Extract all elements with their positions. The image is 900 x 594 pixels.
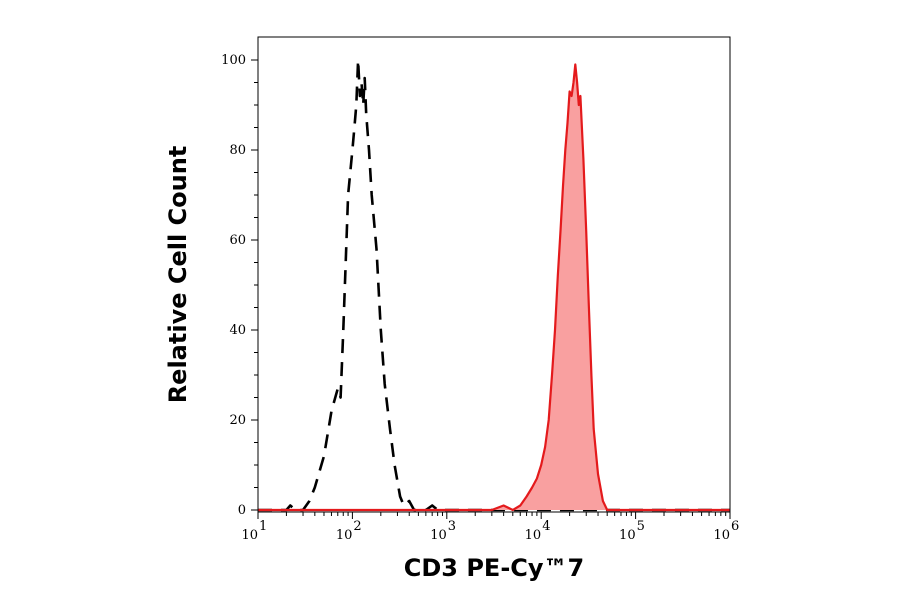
x-tick-exponent: 5 (637, 519, 645, 534)
series-1-line (258, 63, 730, 512)
y-tick-label: 100 (221, 53, 246, 68)
x-tick-label: 10 (430, 528, 447, 543)
x-tick-exponent: 6 (731, 519, 739, 534)
x-tick-label: 10 (241, 528, 258, 543)
y-axis-title: Relative Cell Count (164, 146, 192, 404)
x-tick-label: 10 (336, 528, 353, 543)
y-axis: 0 20 40 60 80 100 (221, 53, 258, 518)
plot-frame (257, 36, 731, 513)
series-1-fill (258, 64, 730, 510)
y-tick-label: 80 (229, 143, 246, 158)
x-tick-exponent: 1 (259, 519, 267, 534)
y-tick-label: 0 (238, 503, 246, 518)
y-tick-label: 40 (229, 323, 246, 338)
x-tick-label: 10 (713, 528, 730, 543)
x-tick-label: 10 (619, 528, 636, 543)
y-tick-label: 60 (229, 233, 246, 248)
x-axis-title: CD3 PE-Cy™7 (404, 554, 585, 582)
x-tick-label: 10 (525, 528, 542, 543)
series-layer (258, 58, 730, 512)
y-tick-label: 20 (229, 413, 246, 428)
series-0-line (258, 58, 730, 512)
x-tick-exponent: 3 (448, 519, 456, 534)
x-tick-exponent: 2 (353, 519, 361, 534)
x-tick-exponent: 4 (542, 519, 550, 534)
